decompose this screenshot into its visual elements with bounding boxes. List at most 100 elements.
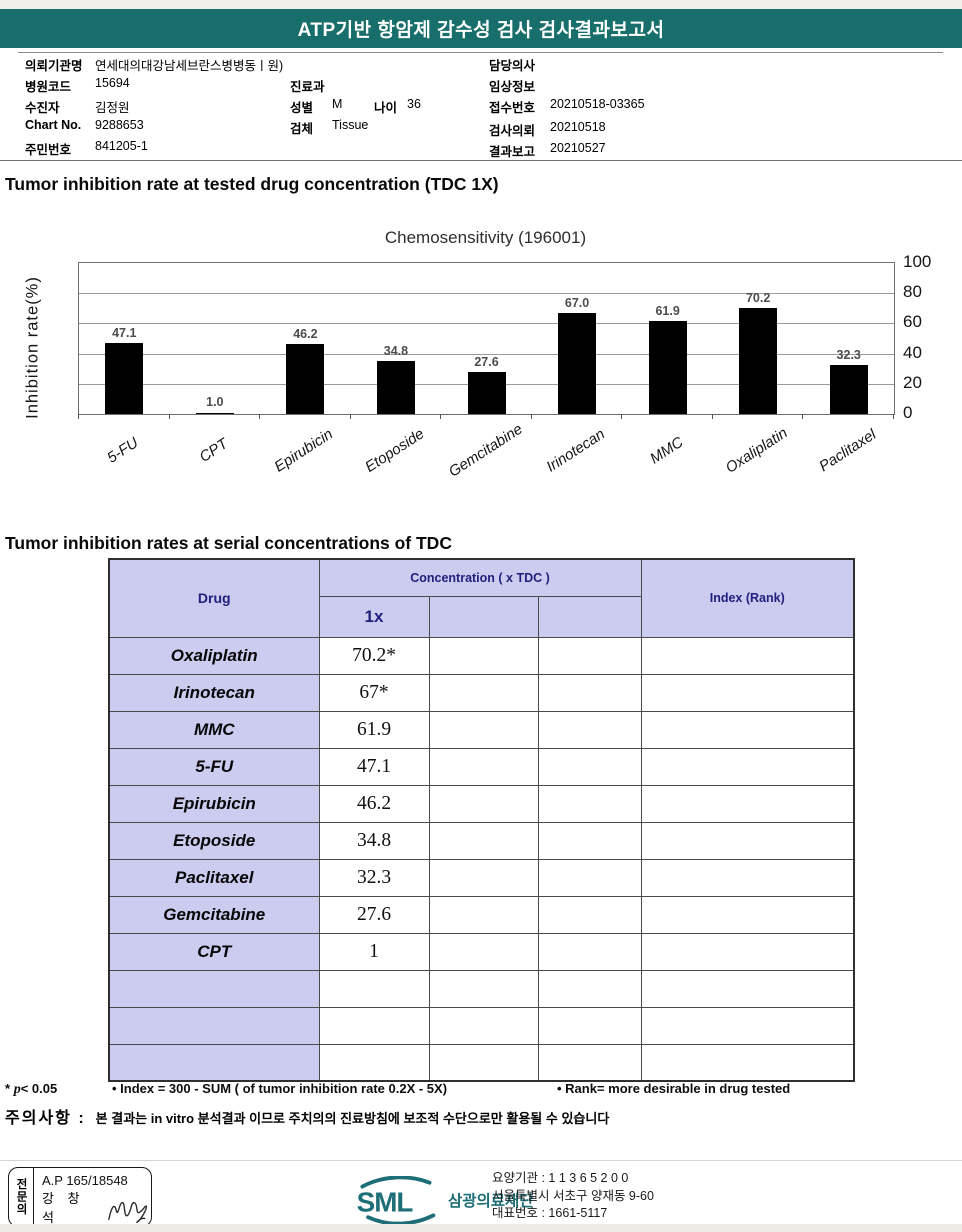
chart-x-tick bbox=[168, 414, 170, 419]
request-date-value: 20210518 bbox=[550, 120, 606, 134]
drug-name-cell: Gemcitabine bbox=[108, 895, 320, 934]
chart-x-tick bbox=[621, 414, 623, 419]
specialist-name: 강 창 석 bbox=[42, 1191, 85, 1225]
accept-no-value: 20210518-03365 bbox=[550, 97, 645, 111]
footer-org-line: 대표번호 : 1661-5117 bbox=[492, 1206, 608, 1220]
lab-contact-block: 요양기관 : 1 1 3 6 5 2 0 0 서울특별시 서초구 양재동 9-60… bbox=[492, 1170, 654, 1223]
index-rank-cell bbox=[640, 895, 855, 934]
drug-name-cell: MMC bbox=[108, 710, 320, 749]
chart-x-tick bbox=[78, 414, 79, 419]
chart-x-tick bbox=[349, 414, 351, 419]
concentration-empty-cell bbox=[537, 969, 642, 1008]
concentration-empty-cell bbox=[537, 1043, 642, 1082]
table-row: Etoposide 34.8 bbox=[108, 821, 855, 860]
specialist-cert-number: A.P 165/18548 bbox=[42, 1173, 128, 1188]
chart-bar-value-label: 27.6 bbox=[474, 355, 499, 370]
chart-bar bbox=[105, 342, 144, 414]
bottom-margin-strip bbox=[0, 1224, 962, 1232]
value-1x-cell: 27.6 bbox=[318, 895, 430, 934]
specialist-name-row: 강 창 석 bbox=[42, 1188, 147, 1226]
sex-value: M bbox=[332, 97, 343, 111]
report-title-bar: ATP기반 항암제 감수성 검사 검사결과보고서 bbox=[0, 9, 962, 48]
concentration-empty-cell bbox=[537, 784, 642, 823]
bar-chart-axes: Inhibition rate(%) 0 20 40 60 80 100 5-FU CPT Ep… bbox=[0, 0, 962, 520]
footnote-p-symbol: p bbox=[13, 1082, 21, 1097]
concentration-empty-cell bbox=[428, 673, 539, 712]
chart-no-label: Chart No. bbox=[25, 118, 82, 132]
chart-x-tick bbox=[530, 414, 532, 419]
column-header-concentration: Concentration ( x TDC ) bbox=[318, 558, 642, 597]
concentration-empty-cell bbox=[537, 673, 642, 712]
specimen-value: Tissue bbox=[332, 118, 369, 132]
chart-y-tick-label: 40 bbox=[903, 342, 922, 362]
info-bottom-divider bbox=[0, 160, 962, 161]
specimen-label: 검체 bbox=[290, 122, 314, 136]
sml-logo-text: SML bbox=[357, 1187, 414, 1218]
chart-x-category-label: Gemcitabine bbox=[445, 420, 526, 481]
chart-bar-value-label: 1.0 bbox=[206, 395, 224, 410]
table-row: MMC 61.9 bbox=[108, 710, 855, 749]
org-label: 의뢰기관명 bbox=[25, 59, 83, 73]
table-row: Epirubicin 46.2 bbox=[108, 784, 855, 823]
patient-label: 수진자 bbox=[25, 101, 60, 115]
age-label: 나이 bbox=[374, 101, 398, 115]
footnote-p-value: * p< 0.05 bbox=[5, 1081, 57, 1098]
hospital-code-value: 15694 bbox=[95, 76, 130, 90]
footnote-index-formula: • Index = 300 - SUM ( of tumor inhibitio… bbox=[112, 1081, 448, 1096]
caution-label: 주의사항 : bbox=[5, 1110, 86, 1127]
lab-logo-block: SML 삼광의료재단 bbox=[350, 1176, 534, 1224]
chart-gridline bbox=[79, 323, 894, 325]
value-1x-cell bbox=[318, 1006, 430, 1045]
specialist-stamp-body: A.P 165/18548 강 창 석 bbox=[34, 1168, 151, 1226]
chart-x-tick bbox=[440, 414, 442, 419]
doctor-label: 담당의사 bbox=[489, 59, 536, 73]
table-row: CPT 1 bbox=[108, 932, 855, 971]
chart-bar bbox=[467, 372, 506, 414]
table-row bbox=[108, 1043, 855, 1082]
chart-x-tick bbox=[802, 414, 804, 419]
chart-x-category-label: MMC bbox=[646, 433, 686, 468]
concentration-empty-cell bbox=[428, 1006, 539, 1045]
chart-bar-value-label: 46.2 bbox=[293, 327, 318, 342]
table-section-title: Tumor inhibition rates at serial concent… bbox=[5, 533, 452, 553]
concentration-empty-cell bbox=[428, 895, 539, 934]
chart-bar-value-label: 32.3 bbox=[836, 348, 861, 363]
chart-x-category-label: Irinotecan bbox=[543, 425, 609, 476]
index-rank-cell bbox=[640, 747, 855, 786]
drug-name-cell: Oxaliplatin bbox=[108, 636, 320, 675]
chart-no-value: 9288653 bbox=[95, 118, 144, 132]
chart-section-title: Tumor inhibition rate at tested drug con… bbox=[5, 174, 499, 194]
report-title: ATP기반 항암제 감수성 검사 검사결과보고서 bbox=[297, 20, 665, 41]
report-date-value: 20210527 bbox=[550, 141, 606, 155]
value-1x-cell: 47.1 bbox=[318, 747, 430, 786]
concentration-empty-cell bbox=[537, 747, 642, 786]
footnote-p-threshold: < 0.05 bbox=[20, 1081, 58, 1096]
footnote-asterisk: * bbox=[5, 1081, 11, 1096]
value-1x-cell: 32.3 bbox=[318, 858, 430, 897]
drug-name-cell: CPT bbox=[108, 932, 320, 971]
age-value: 36 bbox=[407, 97, 421, 111]
department-label: 진료과 bbox=[290, 80, 325, 94]
caution-text: 본 결과는 in vitro 분석결과 이므로 주치의의 진료방침에 보조적 수… bbox=[95, 1111, 610, 1126]
index-rank-cell bbox=[640, 636, 855, 675]
index-rank-cell bbox=[640, 710, 855, 749]
chart-gridline bbox=[79, 353, 894, 355]
table-row bbox=[108, 969, 855, 1008]
chart-gridline bbox=[79, 293, 894, 295]
drug-name-cell: 5-FU bbox=[108, 747, 320, 786]
concentration-empty-cell bbox=[428, 1043, 539, 1082]
hospital-code-label: 병원코드 bbox=[25, 80, 72, 94]
index-rank-cell bbox=[640, 673, 855, 712]
value-1x-cell: 61.9 bbox=[318, 710, 430, 749]
drug-name-cell: Irinotecan bbox=[108, 673, 320, 712]
concentration-empty-cell bbox=[537, 821, 642, 860]
index-rank-cell bbox=[640, 821, 855, 860]
drug-name-cell: Etoposide bbox=[108, 821, 320, 860]
concentration-empty-cell bbox=[537, 858, 642, 897]
concentration-empty-cell bbox=[537, 1006, 642, 1045]
chart-y-tick-label: 80 bbox=[903, 282, 922, 302]
concentration-empty-cell bbox=[428, 710, 539, 749]
chart-bar-value-label: 70.2 bbox=[745, 290, 771, 305]
footer-divider bbox=[0, 1160, 962, 1161]
